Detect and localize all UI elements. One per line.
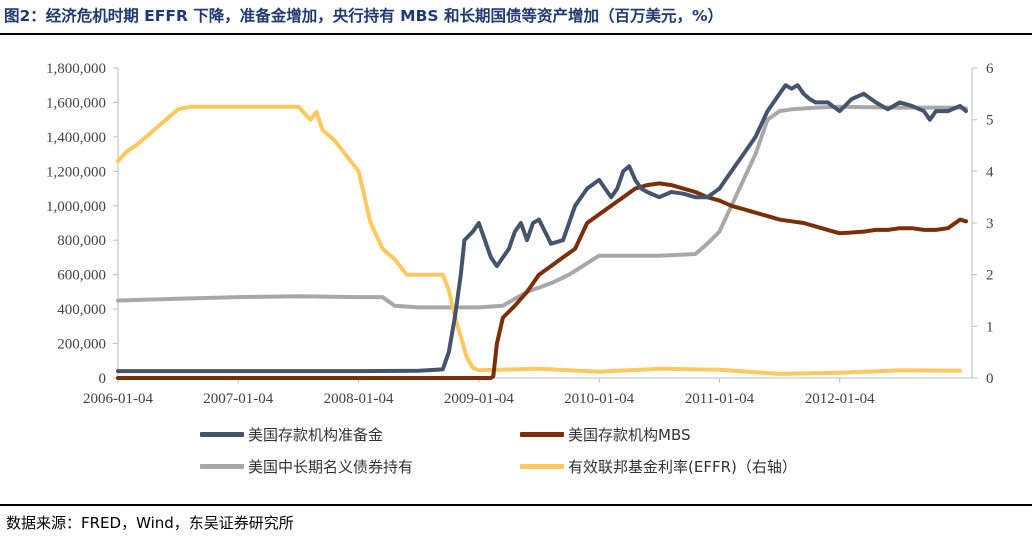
legend-swatch-mbs xyxy=(520,432,564,437)
legend-item-mbs: 美国存款机构MBS xyxy=(520,424,691,445)
top-rule xyxy=(0,33,1032,35)
legend-label-treasuries: 美国中长期名义债券持有 xyxy=(248,458,414,476)
left-tick-label: 1,800,000 xyxy=(46,61,106,77)
legend-label-reserves: 美国存款机构准备金 xyxy=(248,426,384,444)
x-tick-label: 2008-01-04 xyxy=(324,391,394,407)
left-tick-label: 1,000,000 xyxy=(46,199,106,215)
left-tick-label: 200,000 xyxy=(57,337,106,353)
legend-item-effr: 有效联邦基金利率(EFFR)（右轴） xyxy=(520,456,797,477)
left-tick-label: 1,600,000 xyxy=(46,95,106,111)
x-tick-label: 2006-01-04 xyxy=(83,391,153,407)
right-tick-label: 2 xyxy=(986,268,994,284)
x-tick-label: 2011-01-04 xyxy=(685,391,755,407)
legend-swatch-treasuries xyxy=(200,464,244,469)
left-tick-label: 1,200,000 xyxy=(46,164,106,180)
legend-label-effr: 有效联邦基金利率(EFFR)（右轴） xyxy=(568,458,797,476)
legend-label-mbs: 美国存款机构MBS xyxy=(568,426,691,444)
right-tick-label: 1 xyxy=(986,319,994,335)
x-tick-label: 2009-01-04 xyxy=(444,391,514,407)
right-tick-label: 4 xyxy=(986,164,994,180)
line-chart: 0 200,000 400,000 600,000 800,000 1,000,000 1,… xyxy=(46,61,994,407)
series-line-reserves xyxy=(116,83,968,374)
left-tick-label: 0 xyxy=(99,371,107,387)
series-line-mbs xyxy=(116,181,968,380)
legend-swatch-reserves xyxy=(200,432,244,437)
legend-swatch-effr xyxy=(520,464,564,469)
legend-item-reserves: 美国存款机构准备金 xyxy=(200,424,383,445)
right-tick-label: 0 xyxy=(986,371,994,387)
bottom-rule xyxy=(0,504,1032,506)
chart-legend: 美国存款机构准备金 美国存款机构MBS 美国中长期名义债券持有 有效联邦基金利率… xyxy=(200,424,900,484)
x-tick-label: 2010-01-04 xyxy=(564,391,634,407)
source-note: 数据来源：FRED，Wind，东吴证券研究所 xyxy=(6,514,294,532)
legend-item-treasuries: 美国中长期名义债券持有 xyxy=(200,456,413,477)
x-tick-label: 2012-01-04 xyxy=(805,391,875,407)
series-line-effr xyxy=(116,104,962,376)
x-tick-label: 2007-01-04 xyxy=(203,391,273,407)
right-tick-label: 6 xyxy=(986,61,994,77)
left-tick-label: 800,000 xyxy=(57,233,106,249)
right-tick-label: 5 xyxy=(986,113,994,129)
right-tick-label: 3 xyxy=(986,216,994,232)
left-tick-label: 400,000 xyxy=(57,302,106,318)
left-tick-label: 1,400,000 xyxy=(46,130,106,146)
left-tick-label: 600,000 xyxy=(57,268,106,284)
figure-title: 图2：经济危机时期 EFFR 下降，准备金增加，央行持有 MBS 和长期国债等资… xyxy=(4,7,724,25)
series-line-treasuries xyxy=(116,104,968,310)
